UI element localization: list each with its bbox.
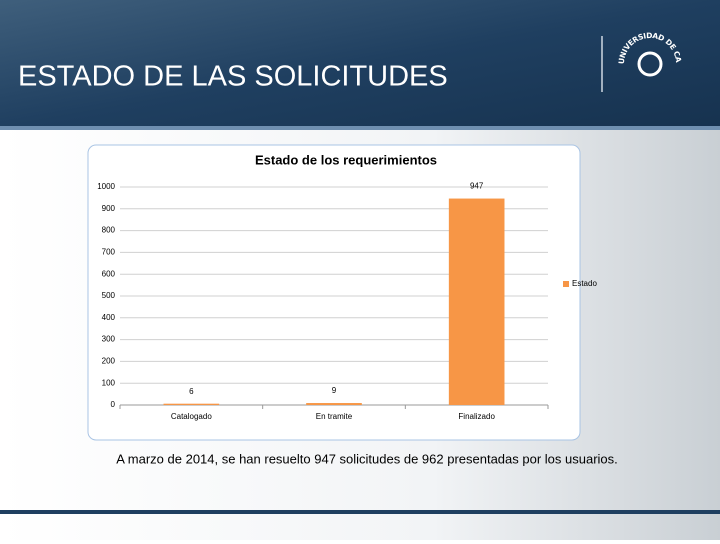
- plot: 0 100 200 300 400 500 600 700 800 900 1000 Cataloga…: [97, 182, 597, 421]
- y-tick-label: 1000: [97, 182, 115, 191]
- logo-emblem: [637, 51, 663, 77]
- footer-rule: [0, 510, 720, 514]
- y-tick-label: 400: [102, 313, 116, 322]
- data-label: 6: [189, 387, 194, 396]
- legend-label: Estado: [572, 279, 597, 288]
- y-tick-label: 200: [102, 357, 116, 366]
- bar: [448, 198, 505, 405]
- y-tick-label: 0: [111, 400, 116, 409]
- header-rule: [0, 126, 720, 130]
- y-tick-label: 600: [102, 269, 116, 278]
- header-band: [0, 0, 720, 128]
- bar: [306, 403, 362, 405]
- y-tick-label: 900: [102, 204, 116, 213]
- bar: [163, 403, 220, 405]
- legend-swatch: [563, 281, 569, 287]
- y-tick-label: 800: [102, 226, 116, 235]
- chart-title: Estado de los requerimientos: [255, 152, 437, 167]
- caption: A marzo de 2014, se han resuelto 947 sol…: [116, 451, 618, 466]
- y-tick-label: 700: [102, 248, 116, 257]
- slide-title: ESTADO DE LAS SOLICITUDES: [18, 61, 448, 93]
- data-label: 9: [332, 386, 337, 395]
- x-tick-label: Finalizado: [458, 412, 495, 421]
- x-tick-label: En tramite: [316, 412, 353, 421]
- y-tick-label: 100: [102, 378, 116, 387]
- data-label: 947: [470, 182, 484, 191]
- x-tick-label: Catalogado: [171, 412, 212, 421]
- y-tick-label: 500: [102, 291, 116, 300]
- y-tick-label: 300: [102, 335, 116, 344]
- chart-frame: [87, 144, 581, 441]
